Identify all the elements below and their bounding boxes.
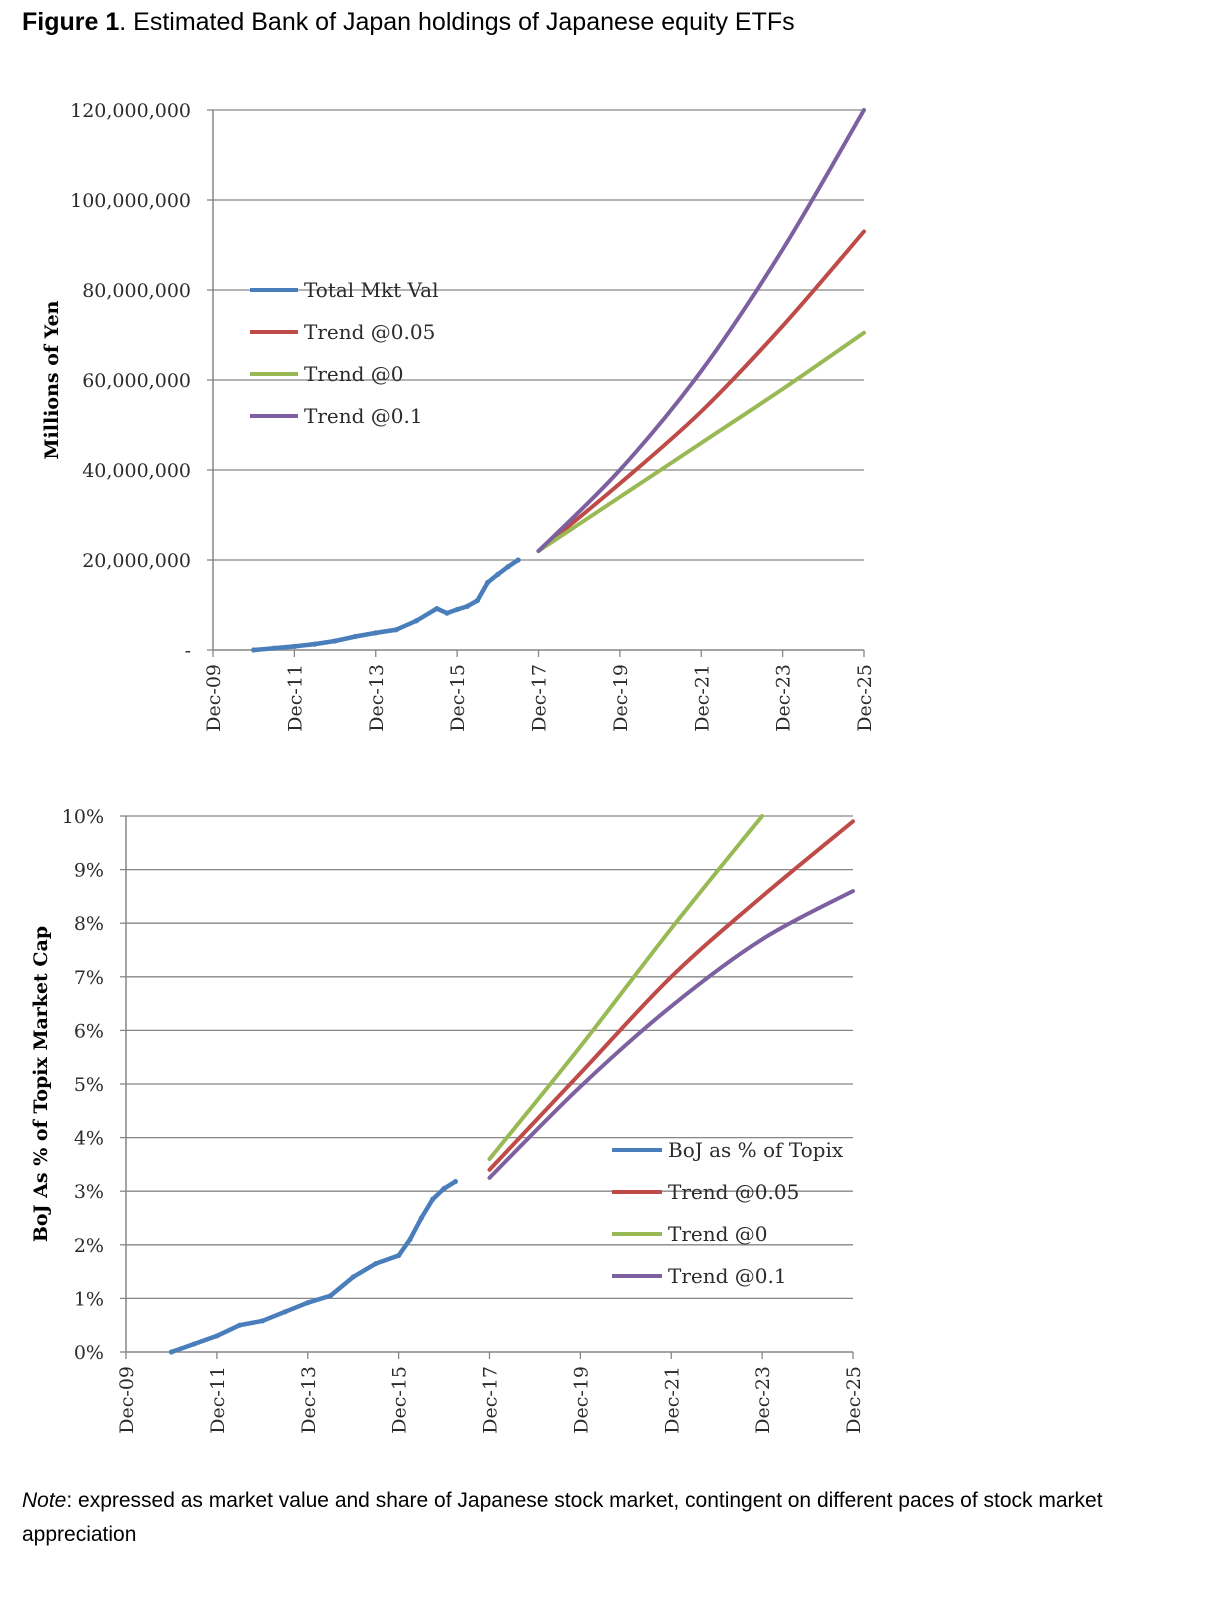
legend-label: Trend @0 [668,1222,768,1246]
series-line-boj-as-of-topix [169,1179,458,1355]
x-tick-label: Dec-21 [661,1366,683,1434]
series-line-trend-0-1 [536,108,866,553]
series-line-trend-0-1 [487,889,855,1180]
data-point [291,643,297,650]
data-point [168,1349,175,1355]
data-point [332,638,338,644]
data-point [282,1309,288,1315]
data-point [413,618,420,624]
x-tick-label: Dec-19 [570,1366,592,1434]
data-point [454,606,460,613]
y-tick-label: 9% [74,860,104,882]
data-point [191,1341,197,1347]
data-point [407,1236,413,1243]
data-point [418,1215,424,1221]
data-point [505,564,511,570]
x-tick-label: Dec-23 [752,1366,774,1434]
y-tick-label: 100,000,000 [70,190,191,212]
data-point [495,571,501,577]
x-tick-label: Dec-17 [480,1366,502,1434]
data-point [430,1196,436,1202]
data-point [444,610,450,616]
x-tick-label: Dec-23 [773,664,795,732]
x-tick-label: Dec-13 [366,664,388,732]
series-line-trend-0 [487,814,765,1162]
figure-title-text: . Estimated Bank of Japan holdings of Ja… [119,8,795,36]
data-point [373,1260,379,1267]
data-point [305,1300,311,1306]
data-point [452,1178,459,1185]
data-point [396,1252,402,1259]
figure-note: Note: expressed as market value and shar… [22,1484,1182,1552]
y-axis-title: BoJ As % of Topix Market Cap [30,926,52,1242]
chart-etf-holdings: - 20,000,000 40,000,000 60,000,000 80,000,00… [41,100,876,732]
figure-title: Figure 1. Estimated Bank of Japan holdin… [22,8,795,37]
data-point [474,597,481,604]
y-tick-label: 7% [74,967,104,989]
series-line-trend-0-05 [536,229,866,553]
data-point [259,1318,265,1324]
x-tick-label: Dec-11 [284,664,306,732]
y-tick-label: 60,000,000 [82,370,191,392]
y-tick-label: 5% [74,1074,104,1096]
note-label: Note [22,1489,67,1512]
x-tick-label: Dec-21 [691,664,713,732]
series-line-total-mkt-val [251,557,521,653]
y-tick-label: 10% [62,806,104,828]
data-point [393,627,399,633]
x-tick-label: Dec-25 [854,664,876,732]
y-tick-label: 4% [74,1128,104,1150]
legend-label: BoJ as % of Topix [668,1138,844,1162]
y-tick-label: 40,000,000 [82,460,191,482]
figure-label: Figure 1 [22,8,120,36]
y-axis-title: Millions of Yen [41,300,63,459]
note-text: : expressed as market value and share of… [22,1489,1103,1546]
x-tick-label: Dec-11 [207,1366,229,1434]
y-tick-label: - [185,640,191,662]
chart-topix-share: 0% 1% 2% 3% 4% 5% 6% 7% 8% 9% 10% Dec-09 Dec-11 Dec-1… [30,806,865,1434]
data-point [485,579,491,586]
x-tick-label: Dec-25 [843,1366,865,1434]
y-tick-label: 20,000,000 [82,550,191,572]
x-tick-label: Dec-17 [529,664,551,732]
x-tick-label: Dec-13 [298,1366,320,1434]
data-point [271,645,277,651]
legend-label: Trend @0.05 [304,320,435,344]
x-tick-label: Dec-09 [116,1366,138,1434]
data-point [236,1322,243,1328]
data-point [441,1185,447,1192]
legend-label: Total Mkt Val [304,278,438,302]
data-point [464,603,470,609]
x-tick-label: Dec-15 [389,1366,411,1434]
y-tick-label: 120,000,000 [70,100,191,122]
x-tick-label: Dec-19 [610,664,632,732]
data-point [515,557,521,563]
data-point [434,606,440,612]
y-tick-label: 6% [74,1020,104,1042]
data-point [214,1333,220,1339]
y-tick-label: 3% [74,1181,104,1203]
y-tick-label: 2% [74,1235,104,1257]
legend-label: Trend @0.1 [668,1264,787,1288]
x-tick-label: Dec-15 [447,664,469,732]
data-point [350,1274,356,1280]
data-point [327,1293,334,1299]
y-tick-label: 1% [74,1288,104,1310]
y-tick-label: 0% [74,1342,104,1364]
legend-label: Trend @0.05 [668,1180,799,1204]
data-point [251,647,257,653]
legend-label: Trend @0.1 [304,404,423,428]
y-tick-label: 80,000,000 [82,280,191,302]
legend-label: Trend @0 [304,362,404,386]
data-point [373,630,379,636]
series-line-trend-0 [536,330,866,553]
data-point [352,633,359,640]
x-tick-label: Dec-09 [203,664,225,732]
data-point [312,641,318,647]
series-line-trend-0-05 [487,819,855,1172]
y-tick-label: 8% [74,913,104,935]
